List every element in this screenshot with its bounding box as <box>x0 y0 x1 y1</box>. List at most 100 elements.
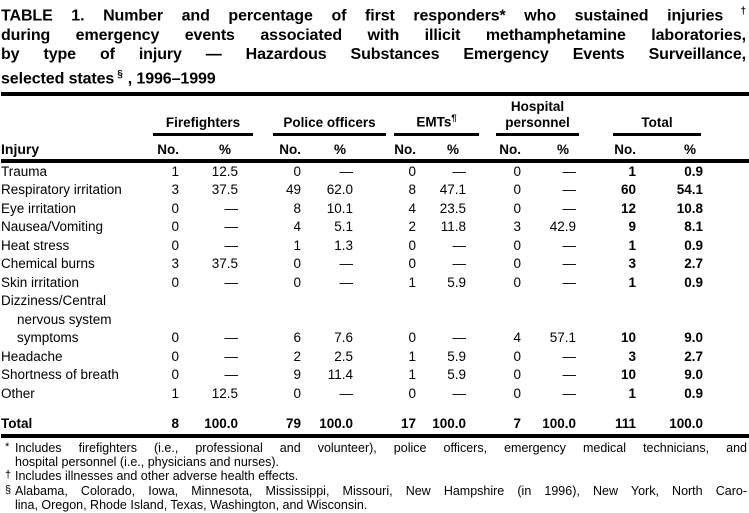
cell-hospital-no: 0 <box>513 182 522 198</box>
injury-label: Headache <box>1 348 63 364</box>
cell-emts-pct: — <box>452 163 467 179</box>
injury-label: Eye irritation <box>1 200 77 216</box>
spacer-cell <box>703 237 749 256</box>
cell-hospital-pct: 100.0 <box>542 416 577 432</box>
group-label: EMTs <box>416 114 452 130</box>
cell-police-pct: 7.6 <box>334 330 354 346</box>
cell-total-no: 3 <box>628 256 637 272</box>
cell-total-no: 60 <box>621 182 637 198</box>
cell-emts-no: 0 <box>408 385 417 401</box>
cell-total-no: 1 <box>628 274 637 290</box>
footnote-line: Includes illnesses and other adverse hea… <box>15 469 299 484</box>
col-header-no-total: No. <box>614 141 637 157</box>
cell-firefighters-pct: 12.5 <box>211 163 239 179</box>
cell-total-no: 1 <box>628 237 637 253</box>
spacer-cell <box>703 403 749 436</box>
spacer-cell <box>703 274 749 293</box>
cell-hospital-no: 0 <box>513 348 522 364</box>
cell-firefighters-pct: — <box>224 367 239 383</box>
table-row: Dizziness/Central nervous system symptoms 0… <box>1 292 749 348</box>
spacer-cell <box>703 292 749 348</box>
section-footnote-mark: § <box>5 483 12 496</box>
col-header-no-police: No. <box>279 141 302 157</box>
cell-total-no: 12 <box>621 200 637 216</box>
cell-total-pct: 100.0 <box>669 416 704 432</box>
footnote-line: lina, Oregon, Rhode Island, Texas, Washi… <box>15 497 368 512</box>
cell-emts-no: 0 <box>408 237 417 253</box>
table-row: Eye irritation 0 — 8 10.1 4 23.5 0 — 12 10.8 <box>1 200 749 219</box>
injury-statistics-table: Injury Firefighters Police officers EMTs… <box>1 96 749 438</box>
cell-emts-pct: 47.1 <box>439 182 467 198</box>
cell-hospital-pct: — <box>562 237 577 253</box>
cell-emts-no: 1 <box>408 348 417 364</box>
spacer-cell <box>703 181 749 200</box>
cell-hospital-pct: 42.9 <box>549 219 577 235</box>
cell-total-pct: 0.9 <box>684 385 704 401</box>
section-footnote-mark: § <box>117 68 123 80</box>
spacer-cell <box>703 348 749 367</box>
cell-hospital-pct: — <box>562 256 577 272</box>
cell-firefighters-pct: — <box>224 200 239 216</box>
injury-label: Other <box>1 385 35 401</box>
cell-emts-pct: — <box>452 256 467 272</box>
cell-total-no: 1 <box>628 163 637 179</box>
cell-police-pct: — <box>339 274 354 290</box>
group-label: personnel <box>505 114 570 130</box>
injury-label: Nausea/Vomiting <box>1 219 104 235</box>
cell-police-pct: 10.1 <box>326 200 354 216</box>
cell-hospital-pct: — <box>562 163 577 179</box>
table-header: Injury Firefighters Police officers EMTs… <box>1 96 749 161</box>
cell-hospital-no: 0 <box>513 367 522 383</box>
cell-hospital-no: 3 <box>513 219 522 235</box>
cell-emts-pct: 5.9 <box>447 274 467 290</box>
cell-firefighters-pct: 12.5 <box>211 385 239 401</box>
footnote-section: § Alabama, Colorado, Iowa, Minnesota, Mi… <box>1 484 749 513</box>
table-row: Headache 0 — 2 2.5 1 5.9 0 — 3 2.7 <box>1 348 749 367</box>
cell-police-no: 79 <box>285 416 302 432</box>
cell-hospital-pct: — <box>562 200 577 216</box>
column-group-total: Total <box>576 96 703 136</box>
spacer-cell <box>703 218 749 237</box>
cell-firefighters-no: 3 <box>171 256 179 272</box>
cell-firefighters-pct: — <box>224 274 239 290</box>
footnote-dagger: † Includes illnesses and other adverse h… <box>1 469 749 483</box>
cell-police-no: 6 <box>293 330 302 346</box>
group-label: Hospital <box>510 98 565 114</box>
title-text: , 1996–1999 <box>127 70 216 88</box>
cell-emts-no: 2 <box>408 219 417 235</box>
header-group-row: Injury Firefighters Police officers EMTs… <box>1 96 749 157</box>
cell-police-pct: 100.0 <box>319 416 354 432</box>
footnote-line: hospital personnel (i.e., physicians and… <box>15 454 280 469</box>
cell-emts-no: 17 <box>401 416 417 432</box>
table-title: TABLE 1. Number and percentage of first … <box>1 1 749 96</box>
spacer-cell <box>703 200 749 219</box>
cell-hospital-no: 0 <box>513 163 522 179</box>
cell-police-no: 0 <box>293 385 302 401</box>
cell-police-pct: 62.0 <box>326 182 354 198</box>
cell-emts-no: 0 <box>408 330 417 346</box>
cell-hospital-pct: — <box>562 348 577 364</box>
cell-emts-no: 4 <box>408 200 417 216</box>
cell-hospital-no: 0 <box>513 237 522 253</box>
cell-firefighters-no: 0 <box>171 367 179 383</box>
header-cols-row: No. % No. % No. % No. % No. % <box>1 136 749 161</box>
cell-firefighters-no: 1 <box>171 163 179 179</box>
cell-police-no: 9 <box>293 367 302 383</box>
col-header-injury: Injury <box>1 140 40 157</box>
cell-total-no: 1 <box>628 385 637 401</box>
spacer-column <box>703 96 749 161</box>
footnote-line: Alabama, Colorado, Iowa, Minnesota, Miss… <box>15 483 747 498</box>
cell-firefighters-pct: — <box>224 330 239 346</box>
cell-police-pct: 5.1 <box>334 219 354 235</box>
title-text: TABLE 1. Number and percentage of first … <box>1 7 724 25</box>
cell-firefighters-pct: — <box>224 348 239 364</box>
table-row: Other 1 12.5 0 — 0 — 0 — 1 0.9 <box>1 385 749 404</box>
cell-police-no: 49 <box>285 182 302 198</box>
cell-firefighters-pct: 100.0 <box>204 416 239 432</box>
cell-total-no: 10 <box>621 330 637 346</box>
cell-emts-no: 0 <box>408 163 417 179</box>
cell-hospital-pct: — <box>562 367 577 383</box>
cell-total-pct: 8.1 <box>684 219 704 235</box>
cell-hospital-no: 0 <box>513 385 522 401</box>
col-header-no-hospital: No. <box>499 141 522 157</box>
